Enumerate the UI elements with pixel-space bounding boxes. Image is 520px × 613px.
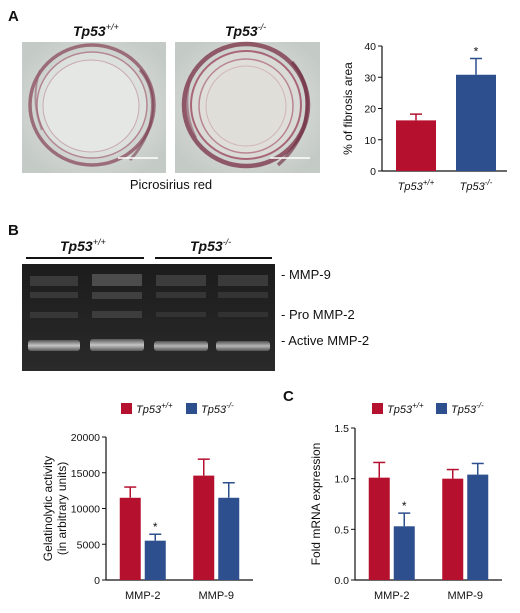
band-label-active-mmp2: - Active MMP-2 xyxy=(281,333,369,348)
fibrosis-y-tick-label: 40 xyxy=(364,41,376,53)
panel-b-letter: B xyxy=(8,222,19,239)
mrna-y-tick-label: 1.0 xyxy=(334,474,349,486)
mrna-significance: * xyxy=(402,499,407,513)
gelatinolytic-x-label: MMP-2 xyxy=(125,590,160,602)
gel-genotype-wt-label: Tp53+/+ xyxy=(60,237,106,254)
gelatinolytic-legend-swatch xyxy=(121,403,132,414)
histology-image-wt xyxy=(22,42,166,173)
mrna-y-tick-label: 0.5 xyxy=(334,524,349,536)
fibrosis-y-label: % of fibrosis area xyxy=(341,62,355,155)
panel-a-genotype-ko-label: Tp53-/- xyxy=(225,22,266,39)
mrna-legend-swatch xyxy=(372,403,383,414)
mrna-y-label: Fold mRNA expression xyxy=(309,443,323,566)
gelatinolytic-y-label-line2: (in arbitrary units) xyxy=(55,462,69,555)
fibrosis-y-tick-label: 10 xyxy=(364,135,376,147)
mrna-legend-label: Tp53-/- xyxy=(451,401,484,416)
gelatinolytic-y-tick-label: 0 xyxy=(94,575,100,587)
mrna-y-tick-label: 1.5 xyxy=(334,423,349,435)
histology-image-ko xyxy=(175,41,320,173)
panel-a-genotype-wt-label: Tp53+/+ xyxy=(73,22,119,39)
gelatinolytic-bar xyxy=(119,497,141,580)
fibrosis-significance: * xyxy=(474,45,479,59)
fibrosis-y-tick-label: 0 xyxy=(370,166,376,178)
mrna-y-tick-label: 0.0 xyxy=(334,575,349,587)
gelatinolytic-bar xyxy=(144,540,166,580)
chart-mrna: 0.0 0.5 1.0 1.5 * MMP-2 MMP-9 Tp53+/+ Tp53-/- Fol… xyxy=(309,401,502,602)
gelatinolytic-y-tick-label: 5000 xyxy=(77,539,101,551)
gelatinolytic-legend-swatch xyxy=(186,403,197,414)
gelatinolytic-bar xyxy=(193,475,215,580)
gelatinolytic-y-label-line1: Gelatinolytic activity xyxy=(41,456,55,561)
gelatinolytic-x-label: MMP-9 xyxy=(199,590,234,602)
fibrosis-bar xyxy=(456,74,496,171)
gelatinolytic-legend-label: Tp53+/+ xyxy=(136,401,173,416)
chart-fibrosis: 0 10 20 30 40 Tp53+/+ * Tp53-/- % of fibrosis ar… xyxy=(341,41,507,193)
fibrosis-y-tick-label: 30 xyxy=(364,72,376,84)
gelatinolytic-bar xyxy=(218,497,240,580)
band-label-pro-mmp2: - Pro MMP-2 xyxy=(281,307,355,322)
fibrosis-y-tick-label: 20 xyxy=(364,104,376,116)
mrna-legend-swatch xyxy=(436,403,447,414)
gel-genotype-ko-label: Tp53-/- xyxy=(190,237,231,254)
gelatinolytic-y-tick-label: 10000 xyxy=(71,504,100,516)
stain-caption: Picrosirius red xyxy=(130,177,212,192)
fibrosis-x-label: Tp53-/- xyxy=(460,178,493,193)
panel-a-letter: A xyxy=(8,8,19,25)
chart-gelatinolytic: 0 5000 10000 15000 20000 * MMP-2 MMP-9 Tp53+/+ Tp… xyxy=(41,401,253,602)
zymography-gel-image xyxy=(22,264,275,371)
gelatinolytic-y-tick-label: 20000 xyxy=(71,432,100,444)
fibrosis-x-label: Tp53+/+ xyxy=(398,178,435,193)
mrna-x-label: MMP-9 xyxy=(448,590,483,602)
band-label-mmp9: - MMP-9 xyxy=(281,267,331,282)
mrna-bar xyxy=(393,526,415,580)
gelatinolytic-legend-label: Tp53-/- xyxy=(201,401,234,416)
fibrosis-bar xyxy=(396,120,436,171)
mrna-bar xyxy=(368,477,390,580)
panel-c-letter: C xyxy=(283,388,294,405)
mrna-legend-label: Tp53+/+ xyxy=(387,401,424,416)
gelatinolytic-y-tick-label: 15000 xyxy=(71,468,100,480)
mrna-bar xyxy=(442,478,464,580)
gelatinolytic-significance: * xyxy=(153,520,158,534)
mrna-bar xyxy=(467,474,489,580)
mrna-x-label: MMP-2 xyxy=(374,590,409,602)
